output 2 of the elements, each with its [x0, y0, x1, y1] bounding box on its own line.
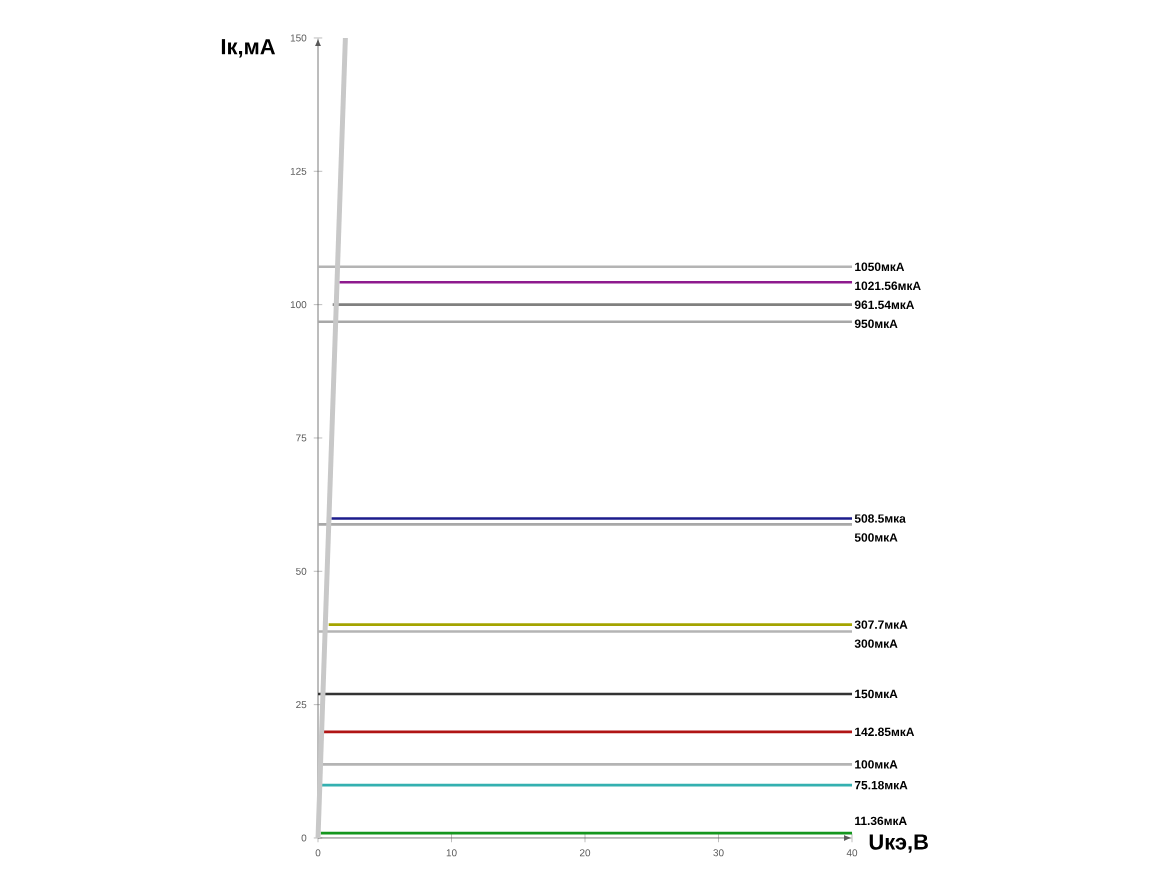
- x-axis-title: Uкэ,В: [869, 834, 928, 853]
- y-axis-title: Iк,мА: [221, 39, 276, 58]
